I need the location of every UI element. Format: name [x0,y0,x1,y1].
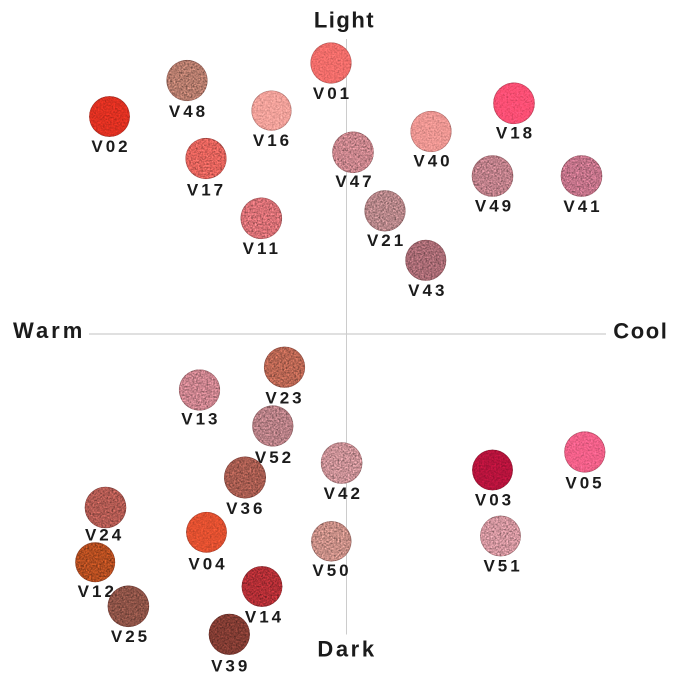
svg-text:V40: V40 [413,151,452,170]
svg-text:V11: V11 [243,239,281,258]
svg-text:V49: V49 [475,196,514,215]
svg-text:V51: V51 [483,557,522,576]
svg-text:Warm: Warm [13,318,85,343]
svg-text:V21: V21 [367,231,406,250]
svg-text:V12: V12 [78,582,117,601]
svg-text:V18: V18 [496,123,535,142]
svg-text:V50: V50 [312,561,351,580]
svg-text:V13: V13 [181,410,220,429]
svg-text:V14: V14 [245,607,284,626]
svg-text:V39: V39 [211,656,250,675]
svg-text:V36: V36 [226,499,265,518]
svg-text:Cool: Cool [613,319,668,344]
svg-text:V03: V03 [475,491,514,510]
svg-text:Light: Light [314,8,375,33]
svg-text:V17: V17 [187,180,226,199]
svg-text:V41: V41 [563,197,602,216]
svg-text:V42: V42 [324,484,363,503]
svg-text:V25: V25 [111,627,150,646]
svg-text:V05: V05 [565,473,604,492]
svg-text:V01: V01 [313,84,352,103]
svg-text:V02: V02 [91,137,130,156]
svg-text:V23: V23 [265,389,304,408]
svg-text:V48: V48 [169,102,208,121]
svg-text:Dark: Dark [317,637,376,662]
svg-text:V52: V52 [255,448,294,467]
svg-text:V24: V24 [85,525,124,544]
svg-text:V04: V04 [188,554,227,573]
svg-text:V16: V16 [253,131,292,150]
svg-text:V47: V47 [335,172,374,191]
svg-text:V43: V43 [408,281,447,300]
